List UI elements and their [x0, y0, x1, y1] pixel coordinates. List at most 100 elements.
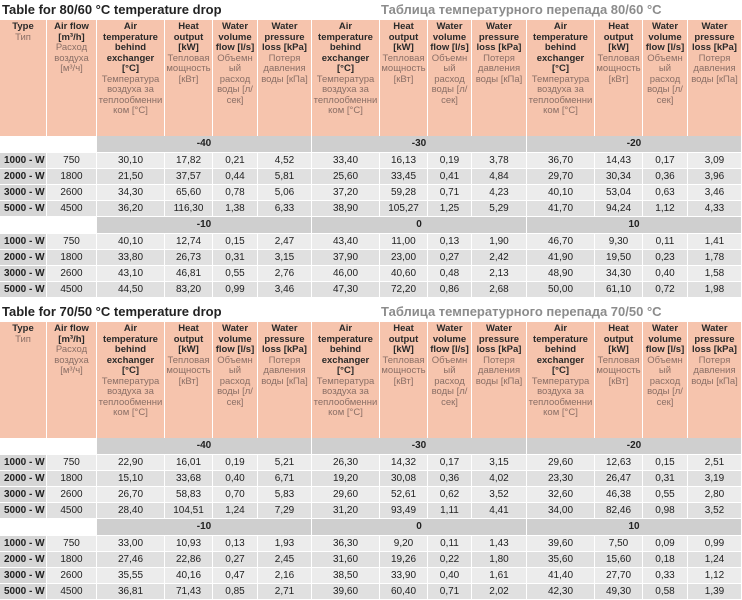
value-cell: 44,50 — [97, 282, 165, 298]
table-title-ru: Таблица температурного перепада 70/50 °C — [381, 303, 662, 319]
value-cell: 0,22 — [428, 552, 472, 568]
value-cell: 0,48 — [428, 266, 472, 282]
header-en: Water volume flow [l/s] — [430, 323, 469, 355]
group-blank — [0, 519, 97, 536]
header-cell: Water volume flow [l/s] Объемный расход в… — [428, 18, 472, 136]
value-cell: 0,40 — [213, 471, 258, 487]
value-cell: 65,60 — [165, 185, 213, 201]
header-ru: Температура воздуха за теплообменником [… — [528, 73, 593, 116]
value-cell: 49,30 — [595, 584, 643, 600]
value-cell: 36,30 — [312, 536, 380, 552]
value-cell: 30,10 — [97, 153, 165, 169]
value-cell: 4,23 — [472, 185, 527, 201]
value-cell: 0,27 — [213, 552, 258, 568]
header-cell: Air temperature behind exchanger [°C] Тем… — [97, 18, 165, 136]
value-cell: 0,11 — [428, 536, 472, 552]
header-ru: Объемный расход воды [л/сек] — [647, 52, 683, 106]
value-cell: 26,30 — [312, 455, 380, 471]
value-cell: 19,20 — [312, 471, 380, 487]
value-cell: 6,33 — [258, 201, 312, 217]
value-cell: 0,13 — [428, 234, 472, 250]
value-cell: 22,86 — [165, 552, 213, 568]
header-ru: Расход воздуха [м³/ч] — [54, 344, 89, 376]
value-cell: 4,52 — [258, 153, 312, 169]
value-cell: 3,46 — [258, 282, 312, 298]
header-cell: Water volume flow [l/s] Объемный расход в… — [213, 18, 258, 136]
header-en: Air temperature behind exchanger [°C] — [533, 323, 588, 376]
value-cell: 4,33 — [688, 201, 742, 217]
value-cell: 21,50 — [97, 169, 165, 185]
header-ru: Тепловая мощность [кВт] — [596, 52, 641, 85]
value-cell: 750 — [47, 153, 97, 169]
header-ru: Температура воздуха за теплообменником [… — [98, 375, 163, 418]
value-cell: 36,81 — [97, 584, 165, 600]
value-cell: 41,70 — [527, 201, 595, 217]
value-cell: 47,30 — [312, 282, 380, 298]
header-cell: Water pressure loss [kPa] Потеря давления… — [472, 320, 527, 438]
value-cell: 4500 — [47, 201, 97, 217]
header-ru: Тип — [15, 333, 31, 345]
group-row: -40 -30 -20 — [0, 438, 742, 455]
header-en: Water pressure loss [kPa] — [476, 323, 522, 355]
outdoor-temperature: -20 — [527, 136, 742, 153]
value-cell: 0,27 — [428, 250, 472, 266]
value-cell: 2,76 — [258, 266, 312, 282]
value-cell: 1800 — [47, 552, 97, 568]
type-cell: 3000 - W — [0, 568, 47, 584]
header-ru: Температура воздуха за теплообменником [… — [528, 375, 593, 418]
value-cell: 19,50 — [595, 250, 643, 266]
outdoor-temperature: -40 — [97, 438, 312, 455]
value-cell: 50,00 — [527, 282, 595, 298]
value-cell: 750 — [47, 536, 97, 552]
outdoor-temperature: -30 — [312, 136, 527, 153]
value-cell: 29,60 — [527, 455, 595, 471]
header-en: Heat output [kW] — [388, 323, 419, 355]
value-cell: 2,47 — [258, 234, 312, 250]
value-cell: 4500 — [47, 503, 97, 519]
value-cell: 0,13 — [213, 536, 258, 552]
header-en: Water pressure loss [kPa] — [262, 323, 307, 355]
value-cell: 42,30 — [527, 584, 595, 600]
value-cell: 3,96 — [688, 169, 742, 185]
value-cell: 43,10 — [97, 266, 165, 282]
value-cell: 29,60 — [312, 487, 380, 503]
outdoor-temperature: 0 — [312, 217, 527, 234]
header-cell: Air temperature behind exchanger [°C] Тем… — [527, 320, 595, 438]
value-cell: 3,15 — [472, 455, 527, 471]
value-cell: 1800 — [47, 471, 97, 487]
value-cell: 38,50 — [312, 568, 380, 584]
value-cell: 1,98 — [688, 282, 742, 298]
value-cell: 46,70 — [527, 234, 595, 250]
value-cell: 12,63 — [595, 455, 643, 471]
value-cell: 0,58 — [643, 584, 688, 600]
header-ru: Объемный расход воды [л/сек] — [431, 52, 468, 106]
value-cell: 22,90 — [97, 455, 165, 471]
group-row: -40 -30 -20 — [0, 136, 742, 153]
type-cell: 5000 - W — [0, 201, 47, 217]
type-cell: 5000 - W — [0, 584, 47, 600]
value-cell: 30,34 — [595, 169, 643, 185]
header-en: Air temperature behind exchanger [°C] — [533, 21, 588, 74]
outdoor-temperature: -10 — [97, 519, 312, 536]
value-cell: 0,23 — [643, 250, 688, 266]
value-cell: 0,36 — [428, 471, 472, 487]
header-cell: Air temperature behind exchanger [°C] Тем… — [312, 320, 380, 438]
header-row: Type Тип Air flow [m³/h] Расход воздуха [м³… — [0, 320, 742, 438]
header-en: Water volume flow [l/s] — [215, 323, 255, 355]
value-cell: 2,16 — [258, 568, 312, 584]
value-cell: 11,00 — [380, 234, 428, 250]
value-cell: 1,41 — [688, 234, 742, 250]
value-cell: 1,80 — [472, 552, 527, 568]
value-cell: 46,81 — [165, 266, 213, 282]
value-cell: 0,71 — [428, 185, 472, 201]
value-cell: 82,46 — [595, 503, 643, 519]
value-cell: 36,70 — [527, 153, 595, 169]
value-cell: 0,99 — [213, 282, 258, 298]
value-cell: 2,13 — [472, 266, 527, 282]
outdoor-temperature: -30 — [312, 438, 527, 455]
type-cell: 1000 - W — [0, 455, 47, 471]
value-cell: 0,15 — [213, 234, 258, 250]
block-rows: 1000 - W 750 40,10 12,74 0,15 2,47 43,40 11,00 0… — [0, 234, 742, 298]
value-cell: 1800 — [47, 250, 97, 266]
value-cell: 5,83 — [258, 487, 312, 503]
